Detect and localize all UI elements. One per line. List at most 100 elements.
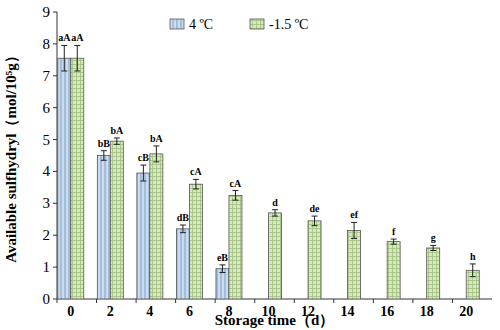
bar — [97, 156, 110, 300]
error-cap — [61, 70, 67, 71]
x-tick-label: 4 — [146, 304, 153, 319]
significance-label: aA — [71, 32, 84, 43]
error-cap — [219, 272, 225, 273]
significance-label: f — [392, 226, 396, 237]
bars — [58, 45, 479, 299]
error-cap — [74, 45, 80, 46]
error-cap — [351, 238, 357, 239]
error-cap — [470, 263, 476, 264]
error-line — [433, 245, 434, 250]
error-cap — [312, 216, 318, 217]
x-tick-label: 16 — [380, 304, 394, 319]
error-bar — [74, 45, 80, 71]
error-cap — [61, 45, 67, 46]
x-axis-label: Storage time（d） — [215, 312, 335, 328]
bar — [110, 141, 123, 299]
error-bar — [140, 165, 146, 181]
y-tick — [53, 171, 57, 172]
y-tick-label: 9 — [43, 4, 51, 20]
error-cap — [114, 144, 120, 145]
bar — [216, 269, 229, 299]
error-line — [472, 264, 473, 277]
error-cap — [101, 160, 107, 161]
significance-label: bA — [150, 133, 164, 144]
error-line — [116, 138, 117, 144]
x-tick — [373, 299, 374, 303]
error-bar — [114, 138, 120, 144]
y-tick-label: 1 — [43, 259, 51, 275]
error-cap — [430, 245, 436, 246]
error-line — [222, 265, 223, 273]
legend-label: 4 ºC — [189, 17, 213, 32]
error-line — [195, 179, 196, 189]
y-tick — [53, 43, 57, 44]
error-line — [143, 165, 144, 181]
error-cap — [193, 188, 199, 189]
y-tick — [53, 267, 57, 268]
error-cap — [219, 264, 225, 265]
y-tick-label: 4 — [43, 163, 51, 179]
x-tick-label: 14 — [341, 304, 355, 319]
bar — [308, 221, 321, 299]
error-cap — [101, 150, 107, 151]
bar — [58, 58, 71, 299]
y-tick-label: 5 — [43, 132, 51, 148]
y-tick-label: 0 — [43, 291, 51, 307]
error-cap — [430, 250, 436, 251]
error-bar — [391, 239, 397, 244]
error-cap — [114, 137, 120, 138]
x-tick — [333, 299, 334, 303]
significance-label: aA — [58, 32, 71, 43]
y-tick — [53, 12, 57, 13]
bar — [150, 154, 163, 299]
significance-label: bB — [98, 138, 111, 149]
error-cap — [140, 181, 146, 182]
x-tick — [254, 299, 255, 303]
error-line — [103, 151, 104, 161]
bar — [229, 195, 242, 299]
error-line — [156, 146, 157, 162]
error-bar — [312, 216, 318, 226]
x-tick — [57, 299, 58, 303]
bar — [71, 58, 84, 299]
error-bar — [219, 265, 225, 273]
x-tick-label: 0 — [67, 304, 74, 319]
error-cap — [140, 165, 146, 166]
y-tick — [53, 235, 57, 236]
error-cap — [180, 225, 186, 226]
bar — [387, 242, 400, 299]
bar — [137, 173, 150, 299]
y-tick-label: 6 — [43, 100, 51, 116]
significance-label: de — [310, 203, 321, 214]
error-cap — [153, 145, 159, 146]
bar — [348, 230, 361, 299]
error-cap — [193, 179, 199, 180]
x-tick — [175, 299, 176, 303]
error-line — [314, 216, 315, 226]
legend: 4 ºC-1.5 ºC — [170, 17, 308, 32]
x-tick — [412, 299, 413, 303]
error-bar — [193, 179, 199, 189]
x-tick — [452, 299, 453, 303]
y-tick — [53, 139, 57, 140]
error-bar — [430, 245, 436, 250]
significance-label: h — [470, 251, 476, 262]
annotations: aAbBcBdBeBaAbAbAcAcAddeeffgh — [58, 32, 476, 262]
significance-label: d — [272, 197, 278, 208]
significance-label: bA — [110, 125, 124, 136]
error-cap — [180, 232, 186, 233]
error-cap — [351, 222, 357, 223]
significance-label: cA — [190, 166, 202, 177]
x-tick-label: 20 — [459, 304, 473, 319]
significance-label: cB — [138, 152, 149, 163]
x-tick-label: 2 — [107, 304, 114, 319]
significance-label: g — [431, 232, 436, 243]
y-tick — [53, 107, 57, 108]
error-cap — [272, 209, 278, 210]
error-line — [235, 191, 236, 201]
error-cap — [391, 244, 397, 245]
error-cap — [470, 276, 476, 277]
error-cap — [74, 70, 80, 71]
error-bar — [470, 264, 476, 277]
error-bar — [180, 225, 186, 233]
